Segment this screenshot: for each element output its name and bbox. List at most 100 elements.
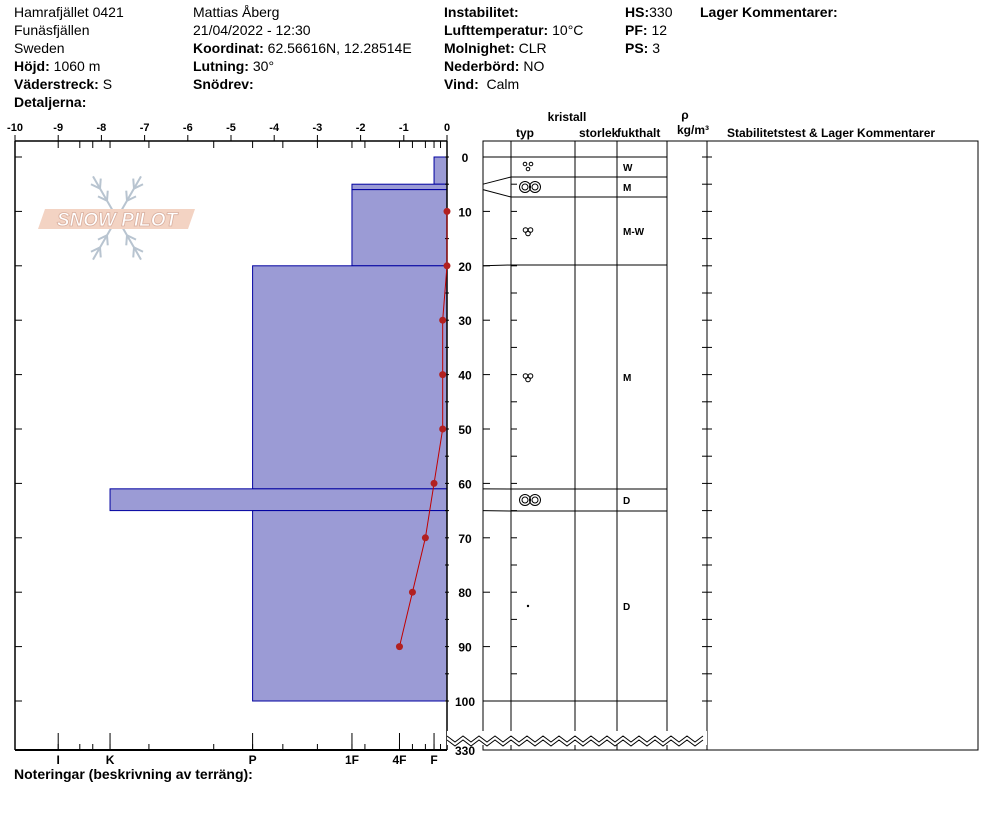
col-stability: Stabilitetstest & Lager Kommentarer	[727, 126, 935, 140]
depth-label: 60	[458, 477, 472, 491]
country: Sweden	[14, 40, 65, 56]
hardness-bar	[252, 510, 448, 702]
snowflake-branch	[106, 235, 109, 246]
snowflake-branch	[125, 190, 128, 201]
temperature-tick-label: -7	[140, 122, 150, 134]
temperature-point	[439, 316, 447, 324]
temperature-tick-label: -9	[53, 122, 63, 134]
instability: Instabilitet:	[444, 4, 519, 20]
snow-height: HS:330	[625, 4, 673, 20]
layer-comments-heading: Lager Kommentarer:	[700, 4, 838, 20]
col-moisture: fukthalt	[617, 126, 660, 140]
snowflake-branch	[99, 247, 102, 258]
snowflake-branch	[97, 234, 108, 241]
temperature-tick-label: -6	[183, 122, 193, 134]
hardness-label: K	[106, 753, 115, 767]
notes-label: Noteringar (beskrivning av terräng):	[14, 766, 253, 782]
hardness-bar	[351, 189, 448, 267]
depth-label: 30	[458, 314, 472, 328]
depth-label: 70	[458, 532, 472, 546]
temperature-point	[430, 479, 438, 487]
hardness-bar	[351, 183, 448, 191]
moisture-value: M	[623, 373, 631, 384]
melt-form-icon	[529, 181, 541, 193]
moisture-value: D	[623, 602, 630, 613]
col-density: kg/m³	[677, 123, 709, 137]
temperature-tick-label: -2	[356, 122, 366, 134]
snowflake-branch	[90, 183, 101, 190]
logo-banner	[38, 209, 195, 229]
hardness-label: F	[430, 753, 437, 767]
ski-penetration: PS: 3	[625, 40, 661, 56]
depth-label: 10	[458, 205, 472, 219]
temperature-point	[443, 207, 451, 215]
temperature-tick-label: 0	[444, 122, 450, 134]
depth-label: 100	[455, 695, 475, 709]
snowflake-branch	[126, 234, 137, 241]
depth-label: 90	[458, 641, 472, 655]
temperature-point	[439, 425, 447, 433]
layer-table-border	[482, 140, 979, 751]
temperature-tick-label: -1	[399, 122, 409, 134]
wind-loading: Snödrev:	[193, 76, 254, 92]
temperature-point	[439, 371, 447, 379]
snowpilot-logo: SNOW PILOT	[38, 175, 195, 261]
melt-freeze-icon	[525, 376, 531, 383]
foot-penetration: PF: 12	[625, 22, 668, 38]
round-grain-icon	[522, 161, 528, 167]
observer: Mattias Åberg	[193, 4, 280, 20]
temperature-tick-label: -3	[313, 122, 323, 134]
col-rho: ρ	[681, 108, 688, 122]
melt-form-icon	[521, 183, 529, 191]
melt-form-icon	[519, 181, 531, 193]
snowflake-branch	[133, 246, 144, 253]
depth-total-label: 330	[455, 744, 475, 758]
temperature-point	[395, 643, 403, 651]
hardness-bar	[109, 488, 448, 512]
coordinates: Koordinat: 62.56616N, 12.28514E	[193, 40, 412, 56]
temperature-tick-label: -5	[226, 122, 236, 134]
temperature-point	[443, 262, 451, 270]
melt-form-icon	[529, 494, 541, 506]
melt-form-icon	[519, 494, 531, 506]
temperature-tick-label: -10	[7, 122, 23, 134]
col-size: storlek	[579, 126, 619, 140]
snowflake-branch	[133, 183, 144, 190]
elevation: Höjd: 1060 m	[14, 58, 101, 74]
sky-cover: Molnighet: CLR	[444, 40, 547, 56]
hardness-label: I	[57, 753, 60, 767]
depth-label: 0	[462, 151, 469, 165]
layer-connector	[482, 264, 512, 267]
round-grain-icon	[525, 166, 531, 172]
moisture-value: M	[623, 183, 631, 194]
hardness-label: 1F	[345, 753, 359, 767]
layer-connector	[482, 189, 512, 198]
hardness-bar	[252, 265, 448, 490]
depth-label: 50	[458, 423, 472, 437]
temperature-point	[421, 534, 429, 542]
details: Detaljerna:	[14, 94, 87, 110]
depth-label: 40	[458, 369, 472, 383]
site-name: Hamrafjället 0421	[14, 4, 124, 20]
hardness-label: 4F	[392, 753, 406, 767]
temperature-tick-label: -4	[269, 122, 280, 134]
depth-label: 20	[458, 260, 472, 274]
datetime: 21/04/2022 - 12:30	[193, 22, 311, 38]
melt-form-icon	[521, 496, 529, 504]
depth-break-icon	[446, 739, 704, 747]
depth-break-icon	[446, 735, 704, 743]
round-grain-icon	[528, 161, 534, 167]
moisture-value: W	[623, 163, 633, 174]
particle-icon	[526, 604, 530, 608]
snowflake-branch	[126, 195, 137, 202]
moisture-value: M-W	[623, 227, 645, 238]
wind: Vind: Calm	[444, 76, 520, 92]
snowflake-branch	[132, 178, 135, 189]
air-temperature: Lufttemperatur: 10°C	[444, 22, 584, 38]
col-type: typ	[516, 126, 534, 140]
melt-form-icon	[531, 183, 539, 191]
temperature-point	[408, 588, 416, 596]
depth-label: 80	[458, 586, 472, 600]
temperature-tick-label: -8	[97, 122, 107, 134]
snowflake-branch	[97, 195, 108, 202]
